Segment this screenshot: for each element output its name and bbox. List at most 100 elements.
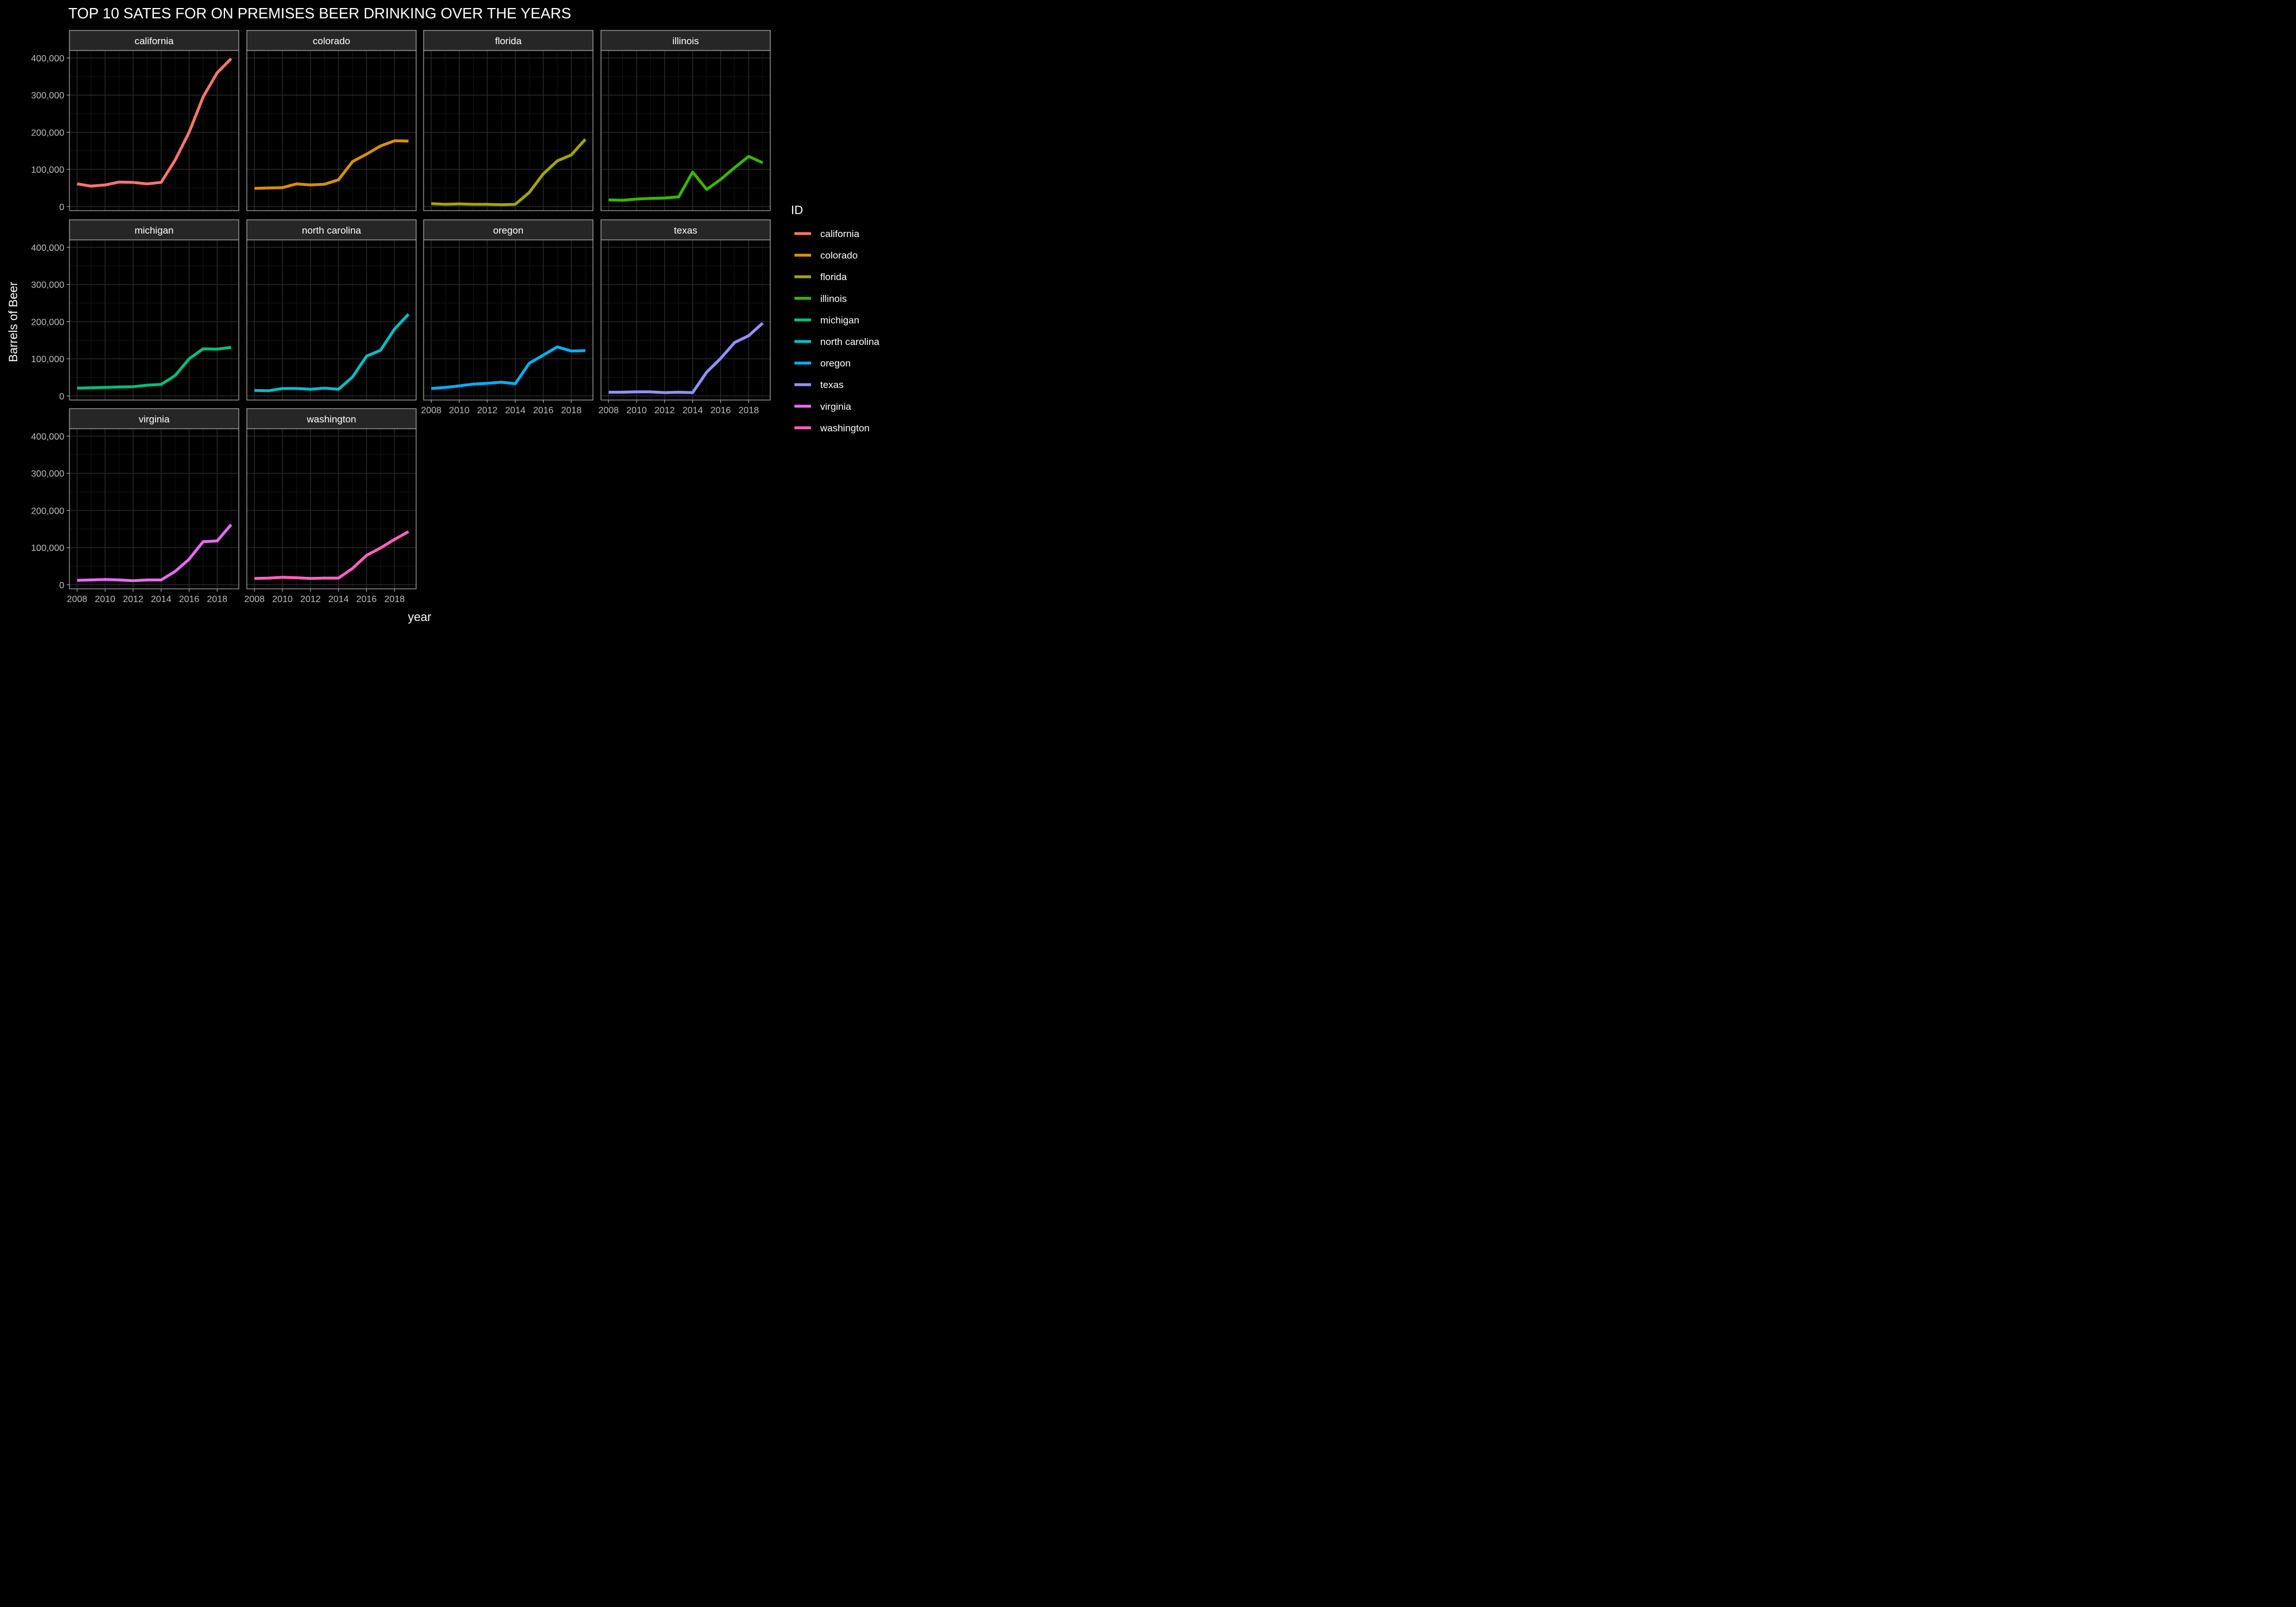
- facet-strip-label: oregon: [493, 225, 523, 236]
- panel-background: [424, 240, 593, 400]
- legend-label: michigan: [820, 315, 859, 325]
- facet-panel-florida: florida: [423, 30, 594, 211]
- panel-background: [424, 51, 593, 211]
- legend-label: oregon: [820, 358, 851, 369]
- series-line-michigan: [77, 346, 232, 390]
- x-tick-label: 2012: [477, 406, 498, 416]
- series-line-illinois: [608, 155, 763, 202]
- y-tick-label: 0: [59, 203, 64, 212]
- y-tick-label: 200,000: [31, 128, 64, 138]
- x-tick-label: 2014: [682, 406, 703, 416]
- y-axis-title: Barrels of Beer: [7, 282, 20, 362]
- facet-panel-texas: texas 2008 2010 2012 2014 2016 2018: [598, 219, 771, 416]
- facet-strip-label: florida: [495, 36, 522, 46]
- legend-item-florida: florida: [794, 271, 847, 282]
- panel-background: [247, 429, 416, 589]
- x-tick-label: 2010: [626, 406, 647, 416]
- x-tick-label: 2008: [598, 406, 619, 416]
- legend-label: virginia: [820, 401, 851, 412]
- facet-panel-north-carolina: north carolina: [246, 219, 417, 401]
- y-tick-label: 400,000: [31, 432, 64, 442]
- series-line-florida: [431, 138, 587, 207]
- facet-strip-label: colorado: [313, 36, 350, 46]
- facet-strip: [69, 219, 239, 240]
- facet-strip-label: north carolina: [302, 225, 362, 236]
- y-tick-label: 200,000: [31, 317, 64, 327]
- y-tick-label: 0: [59, 392, 64, 402]
- y-tick-label: 300,000: [31, 281, 64, 290]
- y-tick-label: 300,000: [31, 469, 64, 479]
- legend-label: colorado: [820, 250, 858, 261]
- panel-background: [69, 429, 239, 589]
- y-tick-label: 400,000: [31, 243, 64, 253]
- facet-strip: [246, 30, 417, 51]
- legend-title: ID: [791, 204, 803, 217]
- panel-background: [601, 240, 770, 400]
- facet-panel-washington: washington 2008 2010 2012 2014 2016 2018: [244, 408, 417, 604]
- x-tick-label: 2008: [421, 406, 441, 416]
- legend-item-texas: texas: [794, 379, 844, 390]
- legend-label: texas: [820, 379, 844, 390]
- x-tick-label: 2018: [207, 595, 228, 604]
- y-tick-label: 400,000: [31, 54, 64, 64]
- panel-border: [246, 239, 417, 401]
- series-line-north-carolina: [254, 313, 410, 393]
- legend-label: illinois: [820, 293, 847, 304]
- panel-border: [69, 239, 239, 401]
- x-tick-label: 2016: [533, 406, 554, 416]
- legend-item-illinois: illinois: [794, 293, 847, 304]
- facet-panels: california0100,000200,000300,000400,000c…: [31, 30, 771, 604]
- facet-strip: [423, 219, 594, 240]
- series-line-washington: [254, 530, 409, 580]
- panel-border: [600, 239, 771, 401]
- facet-panel-california: california 0 100,000 200,000 300,000 400,000: [31, 30, 239, 212]
- panel-border: [423, 239, 594, 401]
- facet-strip-label: virginia: [139, 414, 170, 425]
- legend-label: north carolina: [820, 336, 880, 347]
- x-tick-label: 2012: [654, 406, 675, 416]
- x-tick-label: 2012: [123, 595, 144, 604]
- panel-border: [246, 428, 417, 589]
- legend-item-north-carolina: north carolina: [794, 336, 880, 347]
- legend-item-michigan: michigan: [794, 315, 859, 325]
- chart-title: TOP 10 SATES FOR ON PREMISES BEER DRINKI…: [68, 5, 571, 22]
- x-tick-label: 2014: [328, 595, 349, 604]
- series-line-california: [76, 57, 232, 188]
- faceted-line-chart: TOP 10 SATES FOR ON PREMISES BEER DRINKI…: [7, 5, 880, 624]
- facet-strip-label: washington: [306, 414, 356, 425]
- facet-strip: [69, 408, 239, 429]
- legend-item-washington: washington: [794, 422, 870, 433]
- y-tick-label: 100,000: [31, 355, 64, 364]
- facet-strip: [600, 30, 771, 51]
- panel-background: [247, 51, 416, 211]
- x-tick-label: 2012: [300, 595, 321, 604]
- facet-strip-label: michigan: [134, 225, 173, 236]
- panel-border: [69, 50, 239, 211]
- facet-panel-virginia: virginia 0 100,000 200,000 300,000 400,000 200…: [31, 408, 239, 604]
- series-line-virginia: [77, 523, 232, 583]
- facet-strip-label: illinois: [672, 36, 699, 46]
- x-tick-label: 2014: [505, 406, 526, 416]
- x-tick-label: 2008: [244, 595, 265, 604]
- x-axis-title: year: [408, 611, 432, 624]
- facet-strip: [423, 30, 594, 51]
- y-tick-label: 200,000: [31, 506, 64, 516]
- y-tick-label: 300,000: [31, 91, 64, 101]
- x-tick-label: 2014: [151, 595, 172, 604]
- x-tick-label: 2016: [179, 595, 200, 604]
- legend-item-oregon: oregon: [794, 358, 851, 369]
- x-tick-label: 2016: [711, 406, 731, 416]
- legend-label: florida: [820, 271, 847, 282]
- panel-border: [69, 428, 239, 589]
- panel-border: [246, 50, 417, 211]
- x-tick-label: 2010: [449, 406, 470, 416]
- y-tick-label: 100,000: [31, 165, 64, 175]
- facet-panel-illinois: illinois: [600, 30, 771, 211]
- y-tick-label: 0: [59, 581, 64, 591]
- facet-strip-label: texas: [674, 225, 697, 236]
- legend-label: washington: [820, 422, 870, 433]
- facet-strip: [69, 30, 239, 51]
- x-tick-label: 2018: [385, 595, 405, 604]
- panel-border: [423, 50, 594, 211]
- legend-item-virginia: virginia: [794, 401, 851, 412]
